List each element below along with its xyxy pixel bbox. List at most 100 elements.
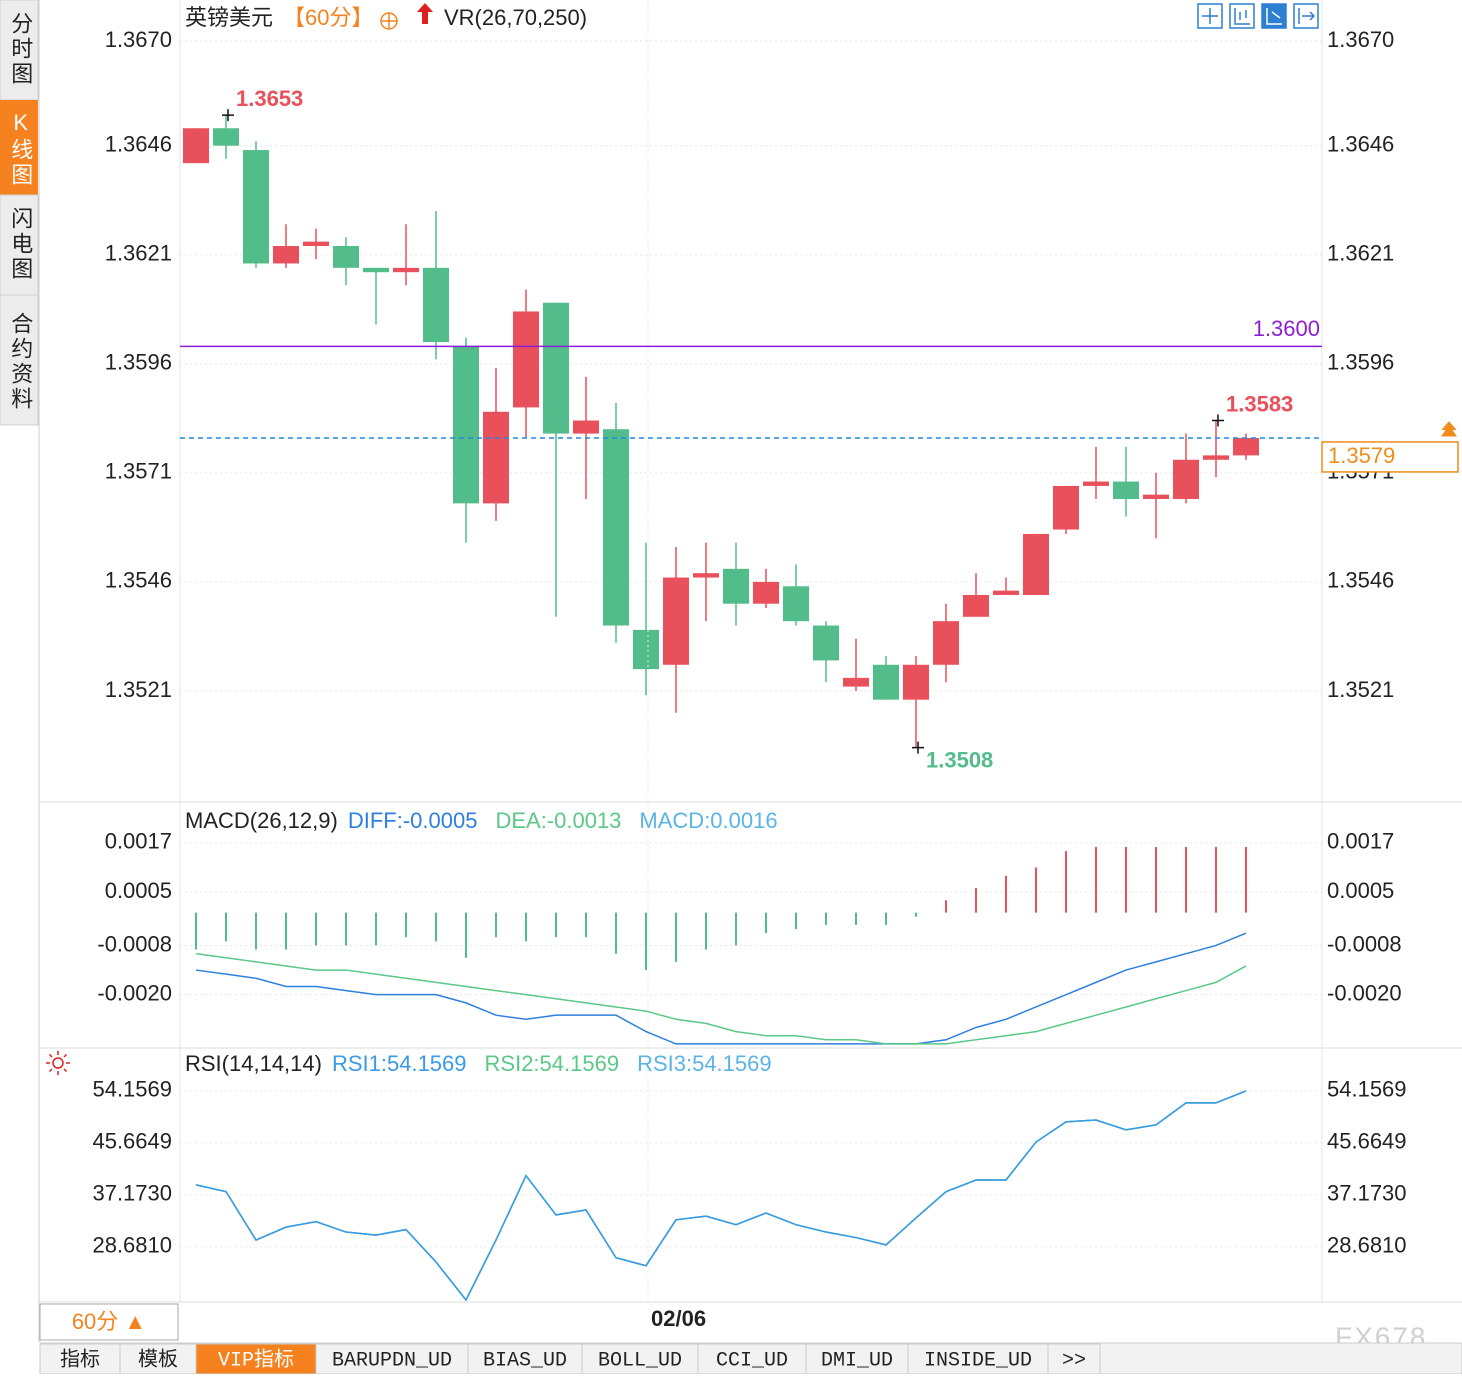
bottom-tab[interactable]	[39, 1343, 121, 1375]
bottom-tab-label[interactable]: BARUPDN_UD	[332, 1349, 452, 1372]
candle-body	[783, 586, 809, 622]
candle-body	[423, 267, 449, 342]
bottom-tab-label[interactable]: 指标	[60, 1347, 100, 1372]
x-tick-label: 02/06	[651, 1306, 706, 1331]
y-tick-label: 1.3646	[105, 132, 172, 157]
sidebar-tab-label[interactable]: 闪电图	[8, 207, 33, 282]
last-price-label: 1.3579	[1328, 443, 1395, 468]
bottom-tab[interactable]	[805, 1343, 909, 1375]
candle-body	[1113, 481, 1139, 500]
y-tick-label: 1.3670	[105, 27, 172, 52]
macd-line	[195, 932, 1247, 1045]
settings-sun-icon[interactable]	[46, 1051, 70, 1075]
sidebar-tab-active[interactable]	[0, 100, 38, 195]
candle-body	[813, 625, 839, 661]
bottom-tab[interactable]	[1047, 1343, 1101, 1375]
bottom-tab-label[interactable]: >>	[1062, 1349, 1086, 1372]
bottom-tab[interactable]	[907, 1343, 1049, 1375]
candle-body	[483, 411, 509, 504]
y-tick-label: 0.0005	[1327, 878, 1394, 903]
candle-body	[753, 581, 779, 604]
extreme-marker	[1212, 414, 1224, 427]
reference-line-label: 1.3600	[1253, 316, 1320, 341]
bottom-tab-label[interactable]: DMI_UD	[821, 1349, 893, 1372]
rsi-line	[195, 1090, 1247, 1302]
candle-body	[963, 594, 989, 617]
bottom-tab-label[interactable]: BIAS_UD	[483, 1349, 567, 1372]
y-tick-label: 1.3521	[1327, 677, 1394, 702]
pane-title: MACD(26,12,9)	[185, 808, 338, 833]
candle-body	[1053, 485, 1079, 530]
bottom-tab-label[interactable]: 模板	[138, 1347, 178, 1372]
sidebar-tab[interactable]	[0, 0, 39, 101]
period-selector[interactable]	[39, 1303, 179, 1341]
icon-shape	[46, 1051, 70, 1075]
pane-title: RSI(14,14,14)	[185, 1051, 322, 1076]
bottom-tab-label[interactable]: BOLL_UD	[598, 1349, 682, 1372]
extreme-label: 1.3508	[926, 747, 993, 772]
period-selector-label[interactable]: 60分 ▲	[72, 1309, 146, 1334]
tool-icon[interactable]	[1229, 3, 1255, 29]
y-tick-label: 37.1730	[92, 1181, 172, 1206]
candle-body	[873, 664, 899, 700]
bottom-tab[interactable]	[581, 1343, 699, 1375]
y-tick-label: 1.3596	[1327, 350, 1394, 375]
add-icon[interactable]	[380, 12, 398, 30]
icon-shape	[417, 3, 433, 24]
candle-body	[573, 420, 599, 434]
candle-body	[1143, 494, 1169, 500]
candle-body	[453, 346, 479, 504]
candle-body	[273, 246, 299, 264]
y-tick-label: 1.3621	[1327, 241, 1394, 266]
sidebar-tab[interactable]	[0, 294, 39, 426]
bottom-tab[interactable]	[467, 1343, 583, 1375]
y-tick-label: 1.3670	[1327, 27, 1394, 52]
y-tick-label: 28.6810	[92, 1233, 172, 1258]
period-label[interactable]: 【60分】	[283, 5, 373, 30]
y-tick-label: -0.0008	[97, 931, 172, 956]
bottom-tab-label[interactable]: VIP指标	[218, 1347, 294, 1372]
candle-body	[633, 629, 659, 670]
indicator-arrow-icon[interactable]	[417, 3, 433, 24]
extreme-label: 1.3653	[236, 86, 303, 111]
sidebar-tab-label[interactable]: K线图	[8, 110, 33, 188]
symbol-title: 英镑美元	[185, 5, 273, 30]
y-tick-label: -0.0008	[1327, 931, 1402, 956]
bottom-tabs: 指标 模板 VIP指标 BARUPDN_UD BIAS_UD BOLL_UD CCI_UD D…	[39, 1342, 1462, 1375]
legend-entry: DIFF:-0.0005	[348, 808, 478, 833]
y-tick-label: 0.0017	[105, 829, 172, 854]
candle-body	[1233, 437, 1259, 456]
bottom-tab-active[interactable]	[195, 1343, 317, 1375]
extreme-marker	[912, 741, 924, 754]
bottom-tab[interactable]	[315, 1343, 469, 1375]
y-tick-label: 45.6649	[1327, 1129, 1407, 1154]
bottom-tab-label[interactable]: CCI_UD	[716, 1349, 788, 1372]
candle-body	[543, 302, 569, 434]
candle-body	[993, 590, 1019, 595]
bottom-tab[interactable]	[119, 1343, 197, 1375]
macd-line	[195, 952, 1247, 1045]
y-tick-label: 45.6649	[92, 1129, 172, 1154]
legend-entry: RSI3:54.1569	[637, 1051, 772, 1076]
tool-icon[interactable]	[1197, 3, 1223, 29]
sidebar-tab-label[interactable]: 分时图	[8, 12, 33, 87]
indicator-label[interactable]: VR(26,70,250)	[444, 5, 587, 30]
candle-body	[603, 429, 629, 626]
y-tick-label: 1.3646	[1327, 132, 1394, 157]
y-tick-label: 0.0017	[1327, 829, 1394, 854]
candle-body	[1203, 455, 1229, 460]
icon-shape	[52, 1057, 64, 1069]
candle-body	[933, 621, 959, 665]
candle-body	[393, 267, 419, 273]
sidebar: 分时图 K线图 闪电图 合约资料	[0, 0, 39, 426]
bottom-tab-label[interactable]: INSIDE_UD	[924, 1349, 1032, 1372]
extreme-marker	[222, 109, 234, 122]
tool-icon-glyph	[1234, 8, 1250, 25]
candle-body	[663, 577, 689, 665]
bottom-tab[interactable]	[697, 1343, 807, 1375]
candle-body	[693, 573, 719, 578]
candle-body	[513, 311, 539, 408]
tool-icon[interactable]	[1293, 3, 1319, 29]
sidebar-tab-label[interactable]: 合约资料	[8, 312, 33, 412]
